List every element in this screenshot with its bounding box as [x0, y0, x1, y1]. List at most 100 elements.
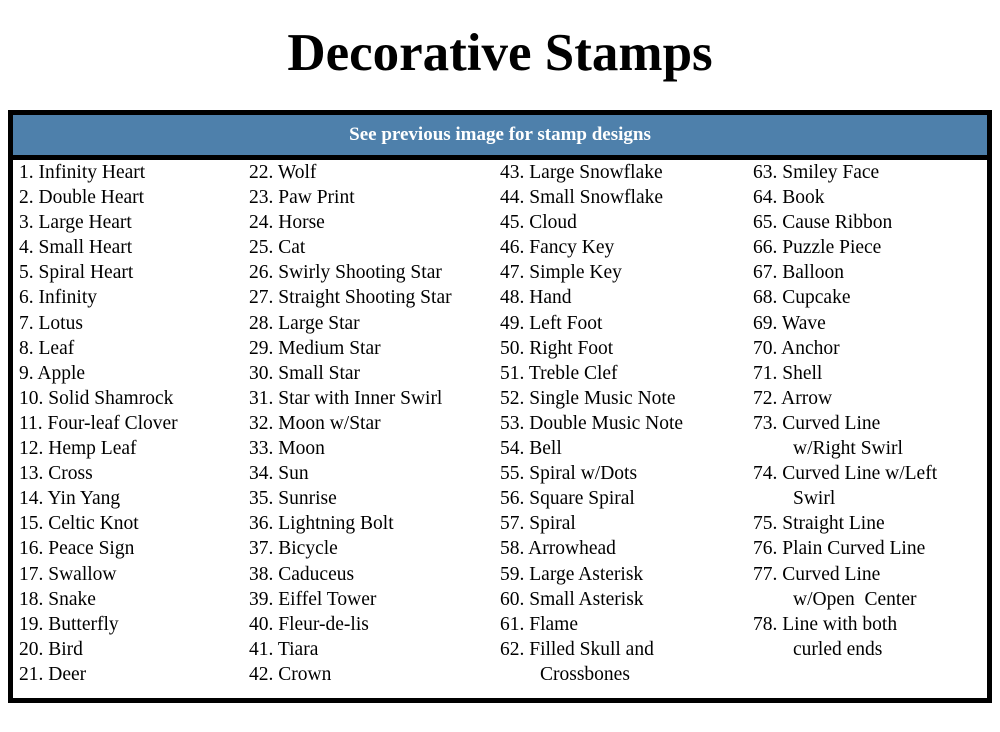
stamp-item-label: Medium Star	[273, 337, 381, 359]
stamp-item-label: Arrow	[777, 387, 833, 409]
stamp-list-item: 25. Cat	[249, 235, 497, 260]
stamp-item-number: 45.	[500, 212, 525, 234]
stamp-item-number: 19.	[19, 613, 44, 635]
stamp-list-item: 38. Caduceus	[249, 562, 497, 587]
stamp-item-number: 58.	[500, 538, 525, 560]
stamp-list-item: 72. Arrow	[753, 386, 987, 411]
stamp-list-item: 23. Paw Print	[249, 185, 497, 210]
stamp-item-label: Swallow	[43, 563, 117, 585]
stamp-list-item: 29. Medium Star	[249, 336, 497, 361]
stamp-item-label: Tiara	[273, 638, 319, 660]
stamp-list-item: 6. Infinity	[19, 285, 247, 310]
stamp-item-label: Lightning Bolt	[273, 513, 394, 535]
stamp-list-item: 58. Arrowhead	[500, 536, 750, 561]
stamp-list-item: 24. Horse	[249, 210, 497, 235]
stamp-item-label: Shell	[777, 362, 823, 384]
stamp-column-4: 63. Smiley Face 64. Book 65. Cause Ribbon 6…	[753, 160, 987, 662]
stamp-item-label: Infinity	[33, 287, 98, 309]
stamp-item-number: 36.	[249, 513, 274, 535]
stamp-item-label: Spiral	[524, 513, 576, 535]
stamp-item-number: 50.	[500, 337, 525, 359]
stamp-list-item: 56. Square Spiral	[500, 486, 750, 511]
stamp-list-item: 52. Single Music Note	[500, 386, 750, 411]
stamp-item-number: 32.	[249, 412, 274, 434]
stamp-list-item: 63. Smiley Face	[753, 160, 987, 185]
stamp-list-item: 62. Filled Skull and Crossbones	[500, 637, 750, 687]
stamp-list-item: 71. Shell	[753, 361, 987, 386]
stamp-list-item: 16. Peace Sign	[19, 536, 247, 561]
stamp-item-label: Left Foot	[524, 312, 603, 334]
stamp-list-item: 50. Right Foot	[500, 336, 750, 361]
stamp-item-number: 30.	[249, 362, 274, 384]
stamp-item-label: Single Music Note	[524, 387, 676, 409]
stamp-list-item: 26. Swirly Shooting Star	[249, 260, 497, 285]
stamp-item-label-continued: Swirl	[793, 488, 836, 510]
stamp-item-number: 38.	[249, 563, 274, 585]
stamp-item-number: 70.	[753, 337, 778, 359]
stamp-item-label: Bicycle	[273, 538, 338, 560]
stamp-item-label: Curved Line	[777, 412, 881, 434]
stamp-list-item: 17. Swallow	[19, 562, 247, 587]
stamp-item-number: 2.	[19, 187, 34, 209]
stamp-item-label: Double Heart	[33, 187, 145, 209]
stamp-item-label: Filled Skull and	[524, 638, 654, 660]
stamp-item-label: Small Star	[273, 362, 361, 384]
stamp-item-label: Spiral w/Dots	[524, 463, 638, 485]
stamp-item-label: Flame	[524, 613, 578, 635]
stamp-item-label: Snake	[43, 588, 96, 610]
stamp-list-item: 31. Star with Inner Swirl	[249, 386, 497, 411]
stamp-item-number: 77.	[753, 563, 778, 585]
stamp-item-number: 3.	[19, 212, 34, 234]
stamp-list-item: 10. Solid Shamrock	[19, 386, 247, 411]
stamp-item-number: 12.	[19, 438, 44, 460]
stamp-list-item: 74. Curved Line w/Left Swirl	[753, 461, 987, 511]
stamp-list-item: 49. Left Foot	[500, 311, 750, 336]
stamp-item-number: 69.	[753, 312, 778, 334]
stamp-item-number: 57.	[500, 513, 525, 535]
stamp-list-item: 64. Book	[753, 185, 987, 210]
stamp-list-item: 20. Bird	[19, 637, 247, 662]
stamp-item-number: 15.	[19, 513, 44, 535]
stamp-item-label: Treble Clef	[524, 362, 618, 384]
stamp-list-item: 69. Wave	[753, 311, 987, 336]
stamp-item-number: 11.	[19, 412, 43, 434]
stamp-list-item: 70. Anchor	[753, 336, 987, 361]
stamp-item-number: 22.	[249, 162, 274, 183]
stamp-list-item: 19. Butterfly	[19, 612, 247, 637]
stamp-item-number: 47.	[500, 262, 525, 284]
stamp-item-label: Plain Curved Line	[777, 538, 926, 560]
stamp-item-label: Hand	[524, 287, 572, 309]
stamp-item-number: 59.	[500, 563, 525, 585]
stamp-list-item: 32. Moon w/Star	[249, 411, 497, 436]
stamp-item-number: 75.	[753, 513, 778, 535]
stamp-column-3: 43. Large Snowflake 44. Small Snowflake 45…	[500, 160, 750, 687]
stamp-item-number: 35.	[249, 488, 274, 510]
stamp-item-number: 7.	[19, 312, 34, 334]
stamp-item-label: Anchor	[777, 337, 840, 359]
stamp-item-label-continued: w/Open Center	[793, 588, 917, 610]
stamp-list-item: 59. Large Asterisk	[500, 562, 750, 587]
stamp-item-number: 16.	[19, 538, 44, 560]
stamp-list-item: 7. Lotus	[19, 311, 247, 336]
stamp-item-label: Large Heart	[33, 212, 132, 234]
stamp-item-number: 17.	[19, 563, 44, 585]
stamp-list-item: 42. Crown	[249, 662, 497, 687]
stamp-item-number: 61.	[500, 613, 525, 635]
stamp-list-item: 61. Flame	[500, 612, 750, 637]
stamp-item-label: Puzzle Piece	[777, 237, 882, 259]
stamp-item-number: 78.	[753, 613, 778, 635]
stamp-list-item: 41. Tiara	[249, 637, 497, 662]
stamp-item-label: Leaf	[33, 337, 75, 359]
stamp-list-item: 45. Cloud	[500, 210, 750, 235]
stamp-item-label: Fancy Key	[524, 237, 615, 259]
stamp-item-label: Cupcake	[777, 287, 851, 309]
stamp-list-item: 28. Large Star	[249, 311, 497, 336]
stamp-list-item: 30. Small Star	[249, 361, 497, 386]
stamp-item-label: Simple Key	[524, 262, 622, 284]
stamp-item-label: Eiffel Tower	[273, 588, 377, 610]
stamp-list-item: 44. Small Snowflake	[500, 185, 750, 210]
stamp-item-label: Straight Line	[777, 513, 885, 535]
page-title: Decorative Stamps	[287, 24, 713, 82]
stamp-item-label: Sunrise	[273, 488, 337, 510]
stamp-list-item: 66. Puzzle Piece	[753, 235, 987, 260]
